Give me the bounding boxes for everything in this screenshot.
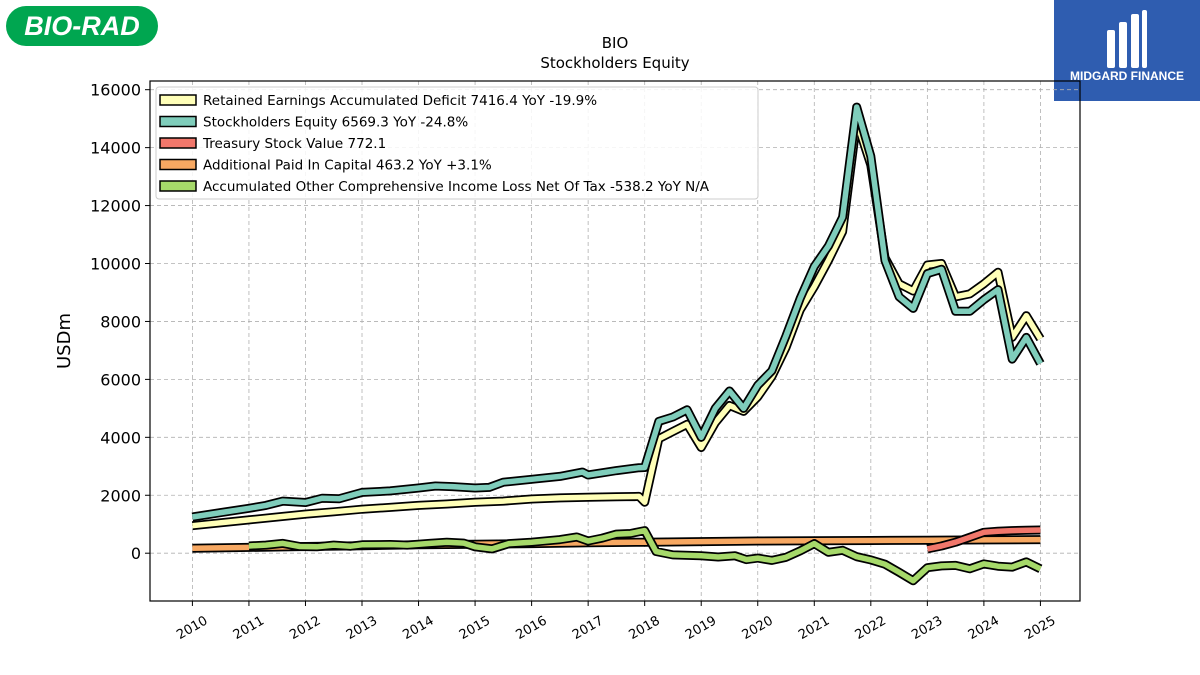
x-tick-label: 2012: [287, 613, 323, 643]
series-lines: [191, 102, 1045, 586]
legend-swatch: [159, 94, 197, 106]
y-tick-label: 6000: [100, 370, 141, 389]
midgard-finance-logo: MIDGARD FINANCE: [1054, 0, 1200, 101]
legend-box: [155, 86, 759, 200]
x-tick-label: 2010: [174, 613, 210, 643]
x-tick-label: 2016: [513, 613, 549, 643]
plot-frame: [149, 80, 1081, 602]
series-line: [248, 527, 1042, 584]
y-tick-label: 12000: [90, 197, 141, 216]
legend-entry-label: Additional Paid In Capital 463.2 YoY +3.…: [203, 158, 492, 174]
y-tick-label: 0: [131, 544, 141, 563]
series-line: [191, 104, 1043, 520]
chart-title: BIO: [602, 34, 629, 52]
x-tick-label: 2019: [683, 613, 719, 643]
x-tick-label: 2014: [400, 613, 436, 643]
x-tick-label: 2024: [966, 613, 1002, 643]
x-tick-label: 2018: [627, 613, 663, 643]
legend-entry-label: Stockholders Equity 6569.3 YoY -24.8%: [203, 115, 468, 131]
x-axis-ticks: 2010 2011 2012 2013 2014 2015 2016 2017 2018 2019…: [174, 601, 1058, 643]
x-tick-label: 2021: [796, 613, 832, 643]
x-tick-label: 2015: [457, 613, 493, 643]
legend: Retained Earnings Accumulated Deficit 74…: [155, 86, 759, 200]
x-tick-label: 2011: [231, 613, 267, 643]
x-tick-label: 2017: [570, 613, 606, 643]
chart-subtitle: Stockholders Equity: [540, 54, 689, 72]
bio-rad-logo: BIO-RAD: [6, 6, 158, 46]
legend-swatch: [159, 158, 197, 171]
bio-rad-logo-badge: [6, 6, 158, 46]
series-line: [926, 527, 1041, 552]
y-axis-ticks: 0 2000 4000 6000 8000 10000 12000 14000 16000: [90, 81, 150, 563]
midgard-finance-logo-text: MIDGARD FINANCE: [1070, 69, 1184, 83]
y-axis-label: USDm: [54, 313, 75, 369]
series-line: [192, 118, 1043, 529]
legend-entry-label: Treasury Stock Value 772.1: [202, 136, 386, 152]
bio-rad-logo-text: BIO-RAD: [24, 11, 140, 41]
legend-entry-label: Accumulated Other Comprehensive Income L…: [203, 179, 710, 195]
legend-swatch: [159, 180, 197, 192]
y-tick-label: 10000: [90, 255, 141, 274]
midgard-emblem-icon: [1107, 10, 1147, 68]
legend-swatch: [159, 115, 197, 128]
legend-entry-label: Retained Earnings Accumulated Deficit 74…: [203, 93, 597, 109]
x-tick-label: 2025: [1022, 613, 1058, 643]
x-tick-label: 2013: [344, 613, 380, 643]
y-tick-label: 4000: [100, 428, 141, 447]
x-tick-label: 2020: [740, 613, 776, 643]
legend-swatch: [159, 137, 197, 149]
y-tick-label: 8000: [100, 312, 141, 331]
x-tick-label: 2023: [909, 613, 945, 643]
y-tick-label: 14000: [90, 139, 141, 158]
y-tick-label: 16000: [90, 81, 141, 100]
y-tick-label: 2000: [100, 486, 141, 505]
x-tick-label: 2022: [853, 613, 889, 643]
